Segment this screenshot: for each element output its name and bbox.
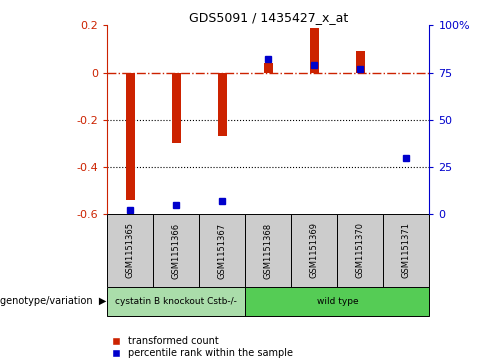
FancyBboxPatch shape <box>245 214 291 287</box>
Text: GSM1151366: GSM1151366 <box>172 223 181 278</box>
FancyBboxPatch shape <box>384 214 429 287</box>
Bar <box>356 51 365 73</box>
FancyBboxPatch shape <box>337 214 384 287</box>
FancyBboxPatch shape <box>153 214 200 287</box>
Text: GSM1151371: GSM1151371 <box>402 223 411 278</box>
Text: GSM1151369: GSM1151369 <box>310 223 319 278</box>
FancyBboxPatch shape <box>245 287 429 316</box>
FancyBboxPatch shape <box>291 214 337 287</box>
Bar <box>172 73 181 143</box>
Text: GSM1151367: GSM1151367 <box>218 223 227 278</box>
Bar <box>218 73 226 136</box>
Text: cystatin B knockout Cstb-/-: cystatin B knockout Cstb-/- <box>116 297 237 306</box>
Text: GSM1151365: GSM1151365 <box>126 223 135 278</box>
FancyBboxPatch shape <box>107 214 153 287</box>
Bar <box>264 63 272 73</box>
FancyBboxPatch shape <box>200 214 245 287</box>
Legend: transformed count, percentile rank within the sample: transformed count, percentile rank withi… <box>112 336 293 358</box>
Title: GDS5091 / 1435427_x_at: GDS5091 / 1435427_x_at <box>189 11 348 24</box>
Text: wild type: wild type <box>317 297 358 306</box>
Bar <box>126 73 135 200</box>
Text: GSM1151370: GSM1151370 <box>356 223 365 278</box>
FancyBboxPatch shape <box>107 287 245 316</box>
Text: genotype/variation  ▶: genotype/variation ▶ <box>0 296 106 306</box>
Text: GSM1151368: GSM1151368 <box>264 223 273 278</box>
Bar <box>310 28 319 73</box>
